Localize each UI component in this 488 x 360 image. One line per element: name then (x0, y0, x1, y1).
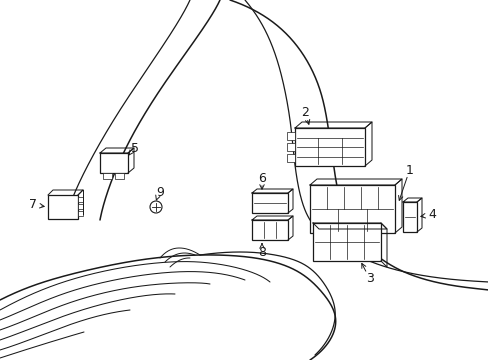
Bar (286, 132, 294, 140)
Bar (78, 204, 83, 209)
Bar (294, 128, 364, 166)
Text: 3: 3 (366, 271, 373, 284)
Bar (309, 185, 394, 233)
Text: 2: 2 (301, 107, 308, 120)
Bar (251, 220, 287, 240)
Bar (100, 153, 128, 173)
Bar (402, 202, 416, 232)
Bar (78, 211, 83, 216)
Bar (115, 173, 124, 179)
Text: 5: 5 (131, 141, 139, 154)
Text: 4: 4 (427, 208, 435, 221)
Text: 7: 7 (29, 198, 37, 211)
Bar (286, 154, 294, 162)
Bar (103, 173, 112, 179)
Text: 8: 8 (258, 246, 265, 258)
Bar (312, 223, 380, 261)
Bar (251, 193, 287, 213)
Bar (78, 197, 83, 202)
Bar (286, 143, 294, 151)
Text: 1: 1 (405, 163, 413, 176)
Text: 6: 6 (258, 171, 265, 184)
Bar (48, 195, 78, 219)
Text: 9: 9 (156, 185, 163, 198)
